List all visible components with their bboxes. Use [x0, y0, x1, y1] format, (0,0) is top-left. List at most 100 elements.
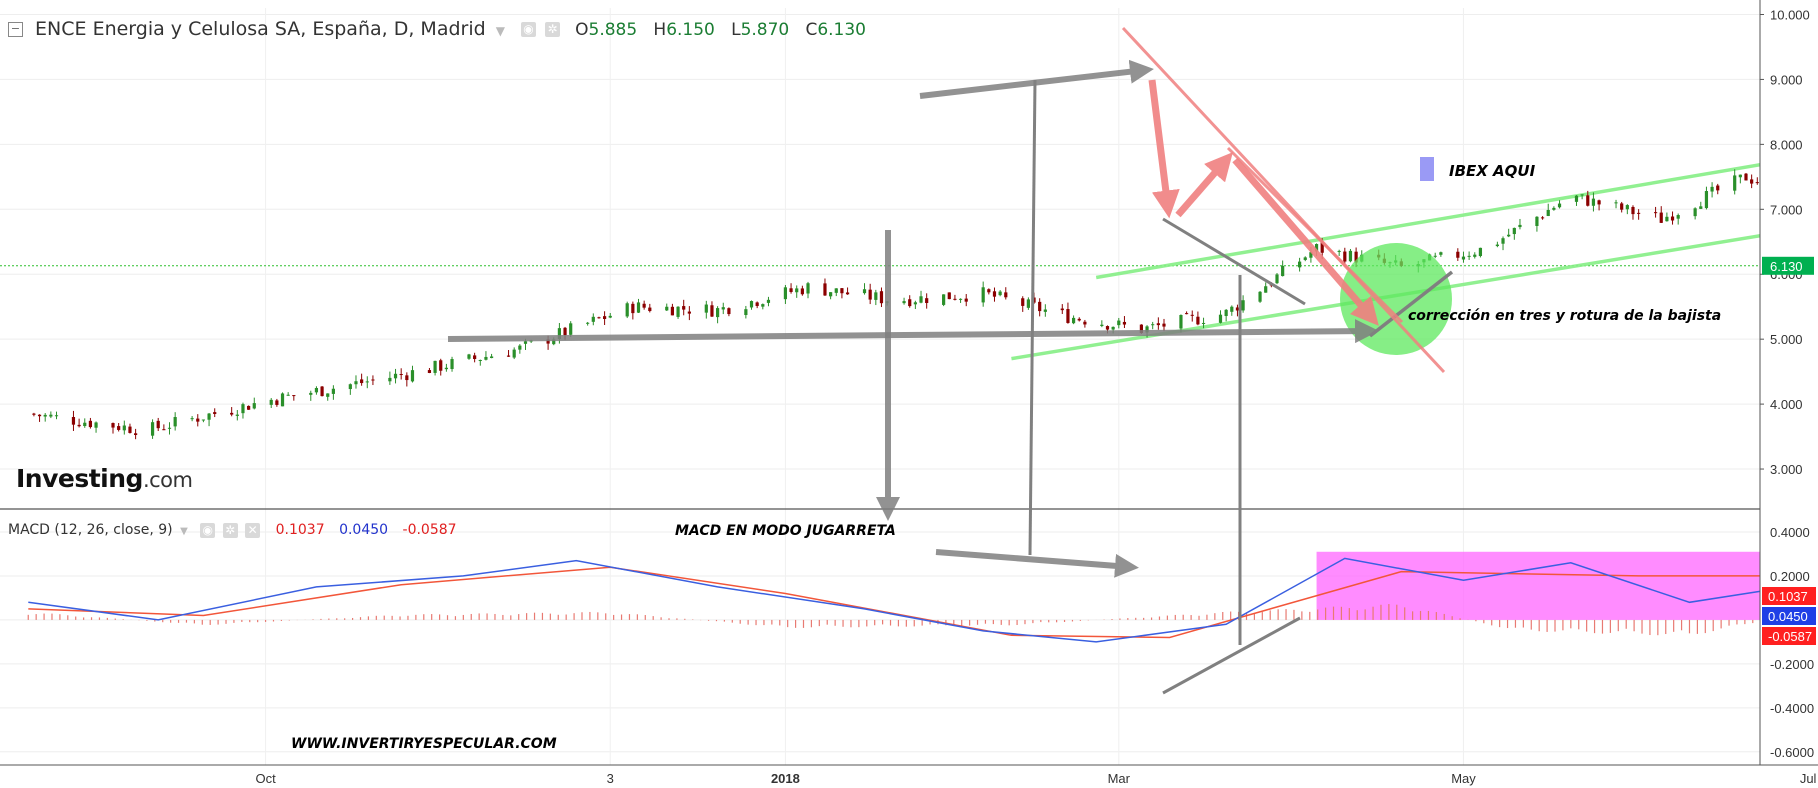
candle-body	[744, 309, 748, 316]
candle-body	[207, 413, 211, 420]
symbol-title[interactable]: ENCE Energia y Celulosa SA, España, D, M…	[35, 18, 486, 40]
candle-body	[1100, 324, 1104, 327]
candle-body	[134, 433, 138, 435]
candle-body	[727, 308, 731, 315]
support-arrow	[447, 319, 1379, 344]
price-tick-label: 5.000	[1770, 332, 1803, 347]
candle-body	[1552, 207, 1556, 210]
eye-icon[interactable]: ◉	[200, 522, 216, 538]
collapse-icon[interactable]: −	[8, 22, 23, 37]
candle-body	[642, 303, 646, 308]
divergence-line	[1028, 79, 1037, 556]
candle-body	[958, 298, 963, 300]
candle-body	[280, 393, 285, 407]
candle-body	[1348, 250, 1353, 262]
close-icon[interactable]: ✕	[245, 522, 261, 538]
candle-body	[1625, 205, 1629, 210]
candle-body	[1580, 194, 1584, 196]
price-tick-label: 4.000	[1770, 397, 1803, 412]
price-tick-label: 10.000	[1770, 7, 1810, 22]
candle-body	[1320, 242, 1324, 253]
candle-body	[631, 303, 635, 314]
candle-body	[670, 306, 675, 316]
candle-body	[1122, 321, 1127, 325]
bearish-trendline	[1226, 146, 1404, 324]
candle-body	[845, 292, 850, 295]
macd-mode-annotation: MACD EN MODO JUGARRETA	[675, 523, 896, 539]
symbol-header: − ENCE Energia y Celulosa SA, España, D,…	[8, 18, 866, 40]
candle-body	[371, 379, 375, 381]
ohlc-close-label: C	[805, 20, 818, 40]
candle-body	[868, 289, 872, 300]
chevron-down-icon[interactable]: ▼	[180, 526, 188, 537]
candle-body	[687, 311, 691, 314]
candle-body	[275, 400, 279, 405]
top-arrow	[919, 59, 1154, 99]
candle-body	[269, 399, 273, 405]
candle-body	[1117, 320, 1121, 326]
eye-icon[interactable]: ◉	[521, 22, 537, 37]
annotations	[447, 26, 1454, 695]
candle-body	[83, 422, 87, 427]
candle-body	[1184, 313, 1189, 315]
candle-body	[586, 322, 590, 324]
candle-body	[1738, 174, 1742, 178]
candle-body	[1620, 203, 1624, 210]
candle-body	[1038, 301, 1042, 312]
candle-body	[37, 414, 42, 417]
candle-body	[1235, 307, 1240, 311]
candle-body	[1026, 299, 1030, 308]
candle-body	[597, 317, 601, 319]
candle-body	[247, 405, 251, 410]
candle-body	[1337, 250, 1341, 252]
candle-body	[150, 422, 155, 436]
candle-body	[783, 287, 788, 300]
candle-body	[1275, 274, 1279, 284]
candle-body	[1653, 212, 1658, 214]
candle-body	[111, 423, 115, 428]
price-tick-label: 7.000	[1770, 202, 1803, 217]
candle-body	[608, 315, 612, 318]
candle-body	[1156, 323, 1160, 326]
candle-body	[1201, 322, 1206, 324]
ohlc-open-label: O	[575, 20, 589, 40]
macd-tick-label: 0.4000	[1770, 525, 1810, 540]
macd-hist-value: 0.1037	[275, 522, 325, 538]
candle-body	[862, 289, 867, 294]
candle-body	[309, 392, 313, 395]
candle-body	[755, 302, 759, 306]
wave-arrow	[1148, 79, 1180, 219]
macd-signal-value: -0.0587	[402, 522, 457, 538]
candle-body	[823, 283, 827, 296]
gear-icon[interactable]: ✲	[222, 522, 238, 538]
candle-body	[1083, 321, 1087, 325]
candle-body	[1060, 308, 1064, 311]
x-tick-label: Oct	[255, 771, 276, 786]
candle-body	[676, 306, 680, 317]
candle-body	[1179, 315, 1183, 329]
candle-body	[88, 420, 93, 428]
candle-body	[795, 288, 799, 293]
candle-body	[1716, 185, 1720, 191]
candle-body	[489, 356, 494, 359]
candle-body	[1591, 198, 1596, 206]
chevron-down-icon[interactable]: ▼	[495, 24, 505, 38]
candle-body	[405, 375, 409, 381]
candle-body	[1309, 252, 1313, 258]
candle-body	[1535, 216, 1539, 226]
candle-body	[908, 299, 912, 307]
macd-rising-line	[1162, 616, 1301, 695]
ohlc-high-value: 6.150	[666, 20, 715, 40]
candle-body	[636, 302, 641, 313]
candle-body	[1224, 309, 1228, 317]
candle-body	[1614, 202, 1618, 204]
candle-body	[1190, 314, 1194, 316]
candle-body	[1557, 203, 1562, 208]
candle-body	[49, 414, 53, 417]
candle-body	[1439, 252, 1443, 255]
macd-title[interactable]: MACD (12, 26, close, 9)	[8, 522, 173, 538]
candle-body	[1501, 238, 1505, 244]
candle-body	[230, 412, 234, 415]
gear-icon[interactable]: ✲	[545, 22, 561, 37]
macd-line-value: 0.0450	[339, 522, 389, 538]
